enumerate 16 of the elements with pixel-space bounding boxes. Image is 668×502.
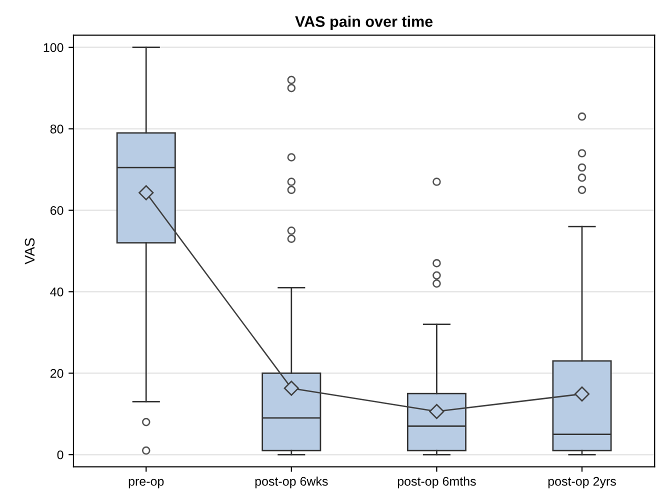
y-tick-label: 60 xyxy=(50,206,64,215)
x-tick-label: post-op 2yrs xyxy=(548,476,616,488)
x-tick-label: pre-op xyxy=(128,478,164,488)
y-tick-label: 80 xyxy=(50,124,64,134)
point xyxy=(138,185,154,200)
y-tick-label: 20 xyxy=(50,368,64,378)
chart-title: VAS pain over time xyxy=(295,16,433,30)
point xyxy=(429,404,444,420)
point xyxy=(574,386,590,402)
y-tick-label: 100 xyxy=(44,43,64,52)
x-tick-label: post-op 6mths xyxy=(398,476,476,488)
point xyxy=(284,380,299,396)
y-tick-label: 40 xyxy=(50,288,64,296)
y-axis-title: VAS xyxy=(24,238,35,264)
x-tick-label: post-op 6wks xyxy=(255,476,328,488)
y-tick-label: 0 xyxy=(57,450,64,460)
